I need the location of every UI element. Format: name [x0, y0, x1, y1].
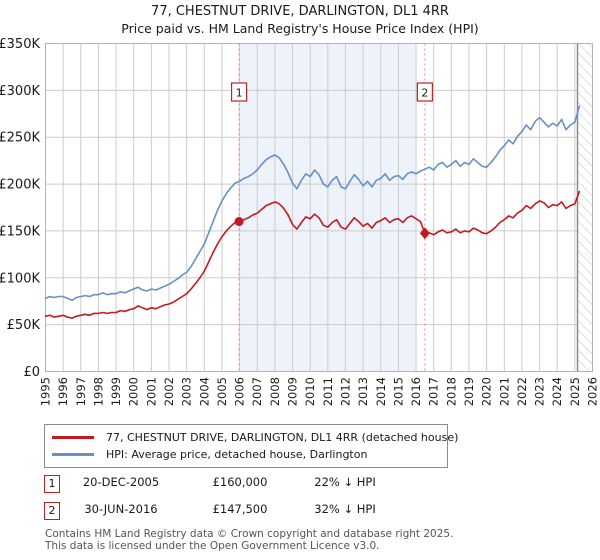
x-tick-label: 2010	[303, 377, 317, 406]
gridlines	[45, 43, 593, 372]
legend: 77, CHESTNUT DRIVE, DARLINGTON, DL1 4RR …	[44, 424, 458, 468]
legend-item-price-paid: 77, CHESTNUT DRIVE, DARLINGTON, DL1 4RR …	[45, 429, 458, 446]
sale-1-number-badge: 1	[44, 475, 60, 493]
footer-line-2: This data is licensed under the Open Gov…	[45, 539, 380, 552]
price-paid-line-swatch	[52, 436, 94, 439]
page-title: 77, CHESTNUT DRIVE, DARLINGTON, DL1 4RR	[151, 4, 449, 19]
page-subtitle: Price paid vs. HM Land Registry's House …	[121, 21, 479, 36]
hpi-series-line	[44, 105, 581, 302]
x-tick-label: 2011	[321, 377, 335, 406]
x-tick-label: 2020	[480, 377, 494, 406]
x-tick-label: 2014	[374, 377, 388, 406]
footer-line-1: Contains HM Land Registry data © Crown c…	[45, 528, 454, 540]
x-tick-label: 2022	[515, 377, 529, 406]
sale-2-date: 30-JUN-2016	[84, 502, 158, 516]
x-tick-label: 2024	[550, 377, 564, 406]
x-tick-label: 2017	[427, 377, 441, 406]
sale-1-marker	[234, 217, 244, 227]
x-tick-label: 2015	[391, 377, 405, 406]
x-tick-label: 2001	[144, 377, 158, 406]
x-tick-label: 2016	[409, 377, 423, 406]
sale-2-hpi-diff: 32% ↓ HPI	[314, 502, 376, 516]
sale-2-number: 2	[421, 87, 428, 100]
x-tick-label: 2018	[444, 377, 458, 406]
x-tick-label: 2013	[356, 377, 370, 406]
y-tick-label: £200K	[0, 178, 40, 193]
sale-1-price: £160,000	[212, 475, 268, 489]
legend-label: 77, CHESTNUT DRIVE, DARLINGTON, DL1 4RR …	[106, 431, 459, 444]
x-tick-label: 2008	[268, 377, 282, 406]
sale-2-price: £147,500	[212, 502, 268, 516]
x-tick-label: 2007	[250, 377, 264, 406]
sale-row-2: 2 30-JUN-2016 £147,500 32% ↓ HPI	[0, 502, 600, 522]
y-tick-label: £250K	[0, 131, 40, 146]
x-tick-label: 2026	[586, 377, 600, 406]
x-tick-label: 1996	[56, 377, 70, 406]
x-tick-label: 2025	[568, 377, 582, 406]
sale-2-marker	[419, 227, 430, 240]
x-tick-label: 2004	[197, 377, 211, 406]
x-tick-label: 2006	[233, 377, 247, 406]
sale-2-number-box	[416, 82, 433, 102]
hpi-line-swatch	[52, 453, 94, 456]
x-tick-label: 2009	[286, 377, 300, 406]
future-hatched-region	[577, 43, 593, 372]
sale-1-date: 20-DEC-2005	[82, 475, 160, 489]
x-tick-label: 2000	[127, 377, 141, 406]
y-tick-label: £100K	[0, 271, 40, 286]
x-tick-label: 2023	[533, 377, 547, 406]
x-tick-label: 1999	[109, 377, 123, 406]
y-tick-label: £300K	[0, 84, 40, 99]
y-tick-label: £50K	[7, 318, 41, 333]
sale-1-number: 1	[236, 87, 243, 100]
x-tick-label: 2002	[162, 377, 176, 406]
plot-border	[45, 43, 593, 372]
license-footer: Contains HM Land Registry data © Crown c…	[45, 528, 454, 552]
x-tick-label: 1998	[91, 377, 105, 406]
price-paid-series-line	[44, 190, 581, 319]
sale-1-number-box	[230, 82, 248, 102]
x-tick-label: 1995	[39, 377, 53, 406]
x-tick-label: 2003	[180, 377, 194, 406]
legend-label: HPI: Average price, detached house, Darl…	[106, 448, 368, 461]
x-tick-label: 2012	[338, 377, 352, 406]
y-tick-label: £150K	[0, 224, 40, 239]
sale-1-hpi-diff: 22% ↓ HPI	[314, 475, 376, 489]
x-tick-label: 2019	[462, 377, 476, 406]
y-tick-label: £350K	[0, 37, 40, 52]
sale-2-number-badge: 2	[44, 502, 60, 520]
x-tick-label: 2021	[497, 377, 511, 406]
x-tick-label: 1997	[74, 377, 88, 406]
x-tick-label: 2005	[215, 377, 229, 406]
legend-item-hpi: HPI: Average price, detached house, Darl…	[45, 446, 447, 463]
sale-row-1: 1 20-DEC-2005 £160,000 22% ↓ HPI	[0, 475, 600, 495]
price-chart-svg: 1 2 £0 £50K £100K £150K £200K £250K £300K £350K 19…	[0, 37, 600, 406]
y-tick-label: £0	[23, 365, 40, 380]
